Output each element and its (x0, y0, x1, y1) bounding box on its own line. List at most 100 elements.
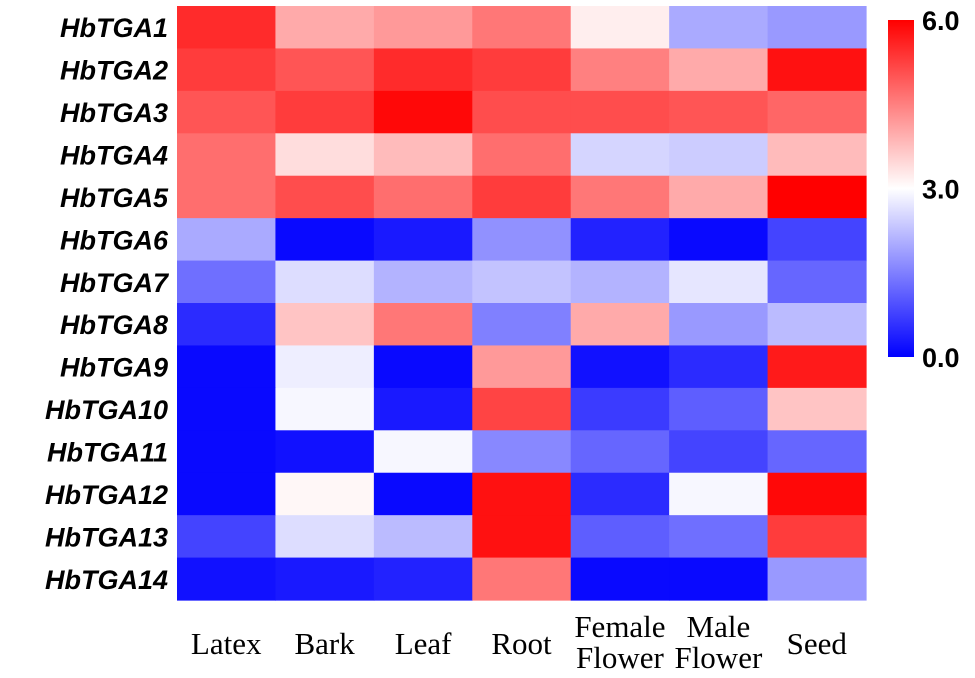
column-label: Leaf (395, 626, 452, 661)
heatmap-cell (177, 90, 277, 134)
column-label: Male Flower (674, 609, 763, 675)
heatmap-cell (570, 515, 670, 559)
heatmap-cell (373, 303, 473, 347)
heatmap-cell (373, 515, 473, 559)
heatmap-cell (767, 387, 867, 431)
heatmap-cell (669, 90, 769, 134)
heatmap-cell (373, 175, 473, 219)
colorbar-tick-label: 0.0 (922, 343, 960, 373)
heatmap-cell (275, 387, 375, 431)
heatmap-cell (767, 515, 867, 559)
heatmap-cell (570, 430, 670, 474)
row-label: HbTGA2 (60, 56, 168, 86)
heatmap-cell (570, 472, 670, 516)
heatmap-cell (767, 557, 867, 601)
heatmap-cell (373, 430, 473, 474)
heatmap-cell (767, 133, 867, 177)
heatmap-cells (177, 6, 867, 601)
heatmap-cell (767, 6, 867, 50)
heatmap-cell (669, 387, 769, 431)
row-label: HbTGA7 (60, 268, 170, 298)
column-label: Root (491, 626, 552, 661)
heatmap-cell (767, 303, 867, 347)
heatmap-cell (472, 6, 572, 50)
heatmap-cell (373, 260, 473, 304)
row-label: HbTGA6 (60, 225, 169, 255)
heatmap-cell (767, 90, 867, 134)
row-label: HbTGA14 (45, 565, 168, 595)
heatmap-cell (177, 218, 277, 262)
heatmap-cell (669, 6, 769, 50)
heatmap-cell (472, 557, 572, 601)
heatmap-cell (275, 345, 375, 389)
heatmap-cell (669, 133, 769, 177)
heatmap-cell (275, 515, 375, 559)
heatmap-cell (669, 345, 769, 389)
row-label: HbTGA9 (60, 353, 168, 383)
heatmap-cell (767, 430, 867, 474)
column-label: Bark (295, 626, 356, 661)
colorbar-tick-label: 3.0 (922, 175, 960, 205)
row-label: HbTGA11 (47, 438, 168, 468)
heatmap-cell (669, 515, 769, 559)
heatmap-cell (669, 472, 769, 516)
heatmap-cell (177, 303, 277, 347)
heatmap-cell (472, 90, 572, 134)
heatmap-cell (373, 387, 473, 431)
heatmap-cell (275, 557, 375, 601)
heatmap-cell (177, 6, 277, 50)
heatmap-cell (669, 303, 769, 347)
heatmap-cell (669, 218, 769, 262)
heatmap-cell (570, 48, 670, 92)
row-label: HbTGA10 (45, 395, 168, 425)
colorbar-gradient (888, 20, 914, 357)
heatmap-cell (472, 430, 572, 474)
heatmap-cell (472, 515, 572, 559)
colorbar: 6.0 3.0 0.0 (888, 6, 960, 373)
heatmap-cell (275, 133, 375, 177)
heatmap-cell (373, 345, 473, 389)
colorbar-tick-label: 6.0 (922, 6, 960, 36)
heatmap-cell (373, 90, 473, 134)
heatmap-cell (472, 218, 572, 262)
heatmap-cell (767, 345, 867, 389)
heatmap-cell (472, 133, 572, 177)
heatmap-cell (472, 48, 572, 92)
column-label: Seed (787, 626, 848, 661)
column-label: Female Flower (574, 609, 665, 675)
heatmap-cell (275, 48, 375, 92)
heatmap-cell (472, 472, 572, 516)
heatmap-cell (177, 345, 277, 389)
heatmap-cell (570, 175, 670, 219)
heatmap-cell (570, 90, 670, 134)
heatmap-cell (570, 133, 670, 177)
row-label: HbTGA1 (60, 13, 168, 43)
heatmap-cell (373, 218, 473, 262)
row-label: HbTGA12 (45, 480, 168, 510)
heatmap-cell (177, 260, 277, 304)
heatmap-cell (373, 48, 473, 92)
column-label: Latex (191, 626, 262, 661)
heatmap-cell (669, 48, 769, 92)
heatmap-cell (373, 6, 473, 50)
heatmap-cell (472, 303, 572, 347)
row-label: HbTGA4 (60, 141, 168, 171)
heatmap-cell (373, 557, 473, 601)
heatmap-cell (570, 6, 670, 50)
heatmap-cell (472, 345, 572, 389)
heatmap-cell (570, 557, 670, 601)
heatmap-cell (767, 175, 867, 219)
heatmap-cell (275, 430, 375, 474)
heatmap-cell (472, 260, 572, 304)
heatmap-cell (275, 6, 375, 50)
heatmap-cell (275, 260, 375, 304)
heatmap-cell (669, 430, 769, 474)
heatmap-cell (669, 557, 769, 601)
heatmap-cell (669, 260, 769, 304)
heatmap-cell (570, 218, 670, 262)
heatmap-cell (275, 90, 375, 134)
heatmap-cell (177, 472, 277, 516)
heatmap-cell (177, 48, 277, 92)
